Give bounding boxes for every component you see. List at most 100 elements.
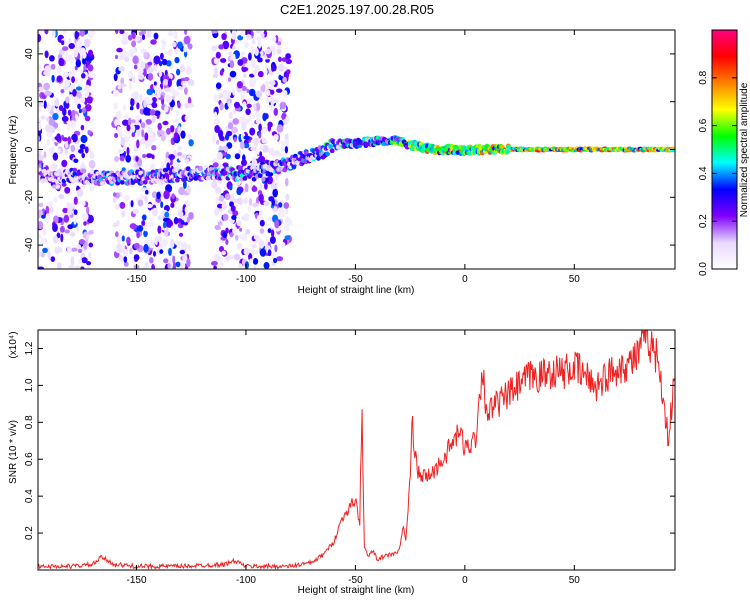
spectrogram-y-ticks: -40 -20 0 20 40	[24, 48, 675, 252]
colorbar-tick-label: 0.2	[698, 214, 709, 228]
spectrogram-noise-cell	[131, 125, 136, 133]
spectrogram-noise-cell	[279, 101, 287, 110]
spectrogram-noise-cell	[145, 189, 149, 195]
spectrogram-noise-cell	[143, 243, 149, 253]
spectrogram-noise-cell	[219, 93, 224, 99]
spectrogram-noise-cell	[274, 150, 280, 157]
spectrogram-noise-cell	[141, 34, 146, 41]
spectrogram-noise-cell	[87, 56, 94, 61]
spectrogram-noise-cell	[73, 158, 79, 163]
spectrogram-noise-cell	[225, 239, 229, 246]
x-tick-label: -100	[236, 575, 256, 586]
spectrogram-noise-cell	[173, 217, 179, 225]
spectrogram-noise-cell	[219, 102, 224, 111]
spectrogram-noise-cell	[210, 261, 218, 266]
spectrogram-noise-cell	[75, 59, 82, 68]
spectrogram-noise-cell	[144, 195, 148, 204]
spectrogram-noise-cell	[86, 96, 93, 104]
y-tick-label: 1.2	[24, 341, 35, 355]
spectrogram-noise-cell	[86, 261, 92, 266]
spectrogram-noise-cell	[272, 251, 276, 259]
spectrogram-noise-cell	[285, 178, 289, 187]
spectrogram-noise-cell	[61, 115, 69, 122]
spectrogram-noise-cell	[60, 89, 65, 94]
spectrogram-noise-cell	[231, 30, 237, 37]
spectrogram-noise-cell	[74, 265, 81, 269]
spectrogram-noise-cell	[180, 220, 185, 225]
spectrogram-ridge-cell	[142, 179, 148, 185]
spectrogram-noise-cell	[177, 145, 182, 152]
spectrogram-noise-cell	[66, 245, 72, 254]
spectrogram-ridge	[38, 135, 675, 187]
spectrogram-noise-cell	[184, 115, 189, 121]
spectrogram-noise-cell	[67, 207, 73, 216]
spectrogram-noise-cell	[137, 225, 144, 232]
spectrogram-noise-cell	[137, 73, 145, 80]
spectrogram-noise-cell	[50, 63, 56, 70]
spectrogram-noise-cell	[163, 258, 169, 264]
spectrogram-noise-cell	[243, 197, 248, 205]
spectrogram-noise-cell	[119, 201, 126, 209]
spectrogram-noise-cell	[131, 76, 136, 84]
spectrogram-ridge-cell	[242, 176, 248, 181]
spectrogram-noise-cell	[186, 216, 190, 224]
spectrogram-noise-cell	[41, 252, 45, 258]
spectrogram-noise-cell	[222, 213, 229, 221]
spectrogram-noise-cell	[182, 215, 188, 223]
spectrogram-noise-cell	[245, 229, 251, 235]
spectrogram-noise-cell	[249, 127, 256, 136]
spectrogram-noise-cell	[145, 98, 153, 105]
spectrogram-noise-cell	[159, 249, 164, 254]
spectrogram-ridge-cell	[257, 173, 263, 179]
spectrogram-noise-cell	[158, 69, 163, 77]
spectrogram-noise-cell	[170, 202, 175, 208]
spectrogram-noise-cell	[187, 103, 195, 108]
spectrogram-noise-cell	[283, 90, 288, 97]
spectrogram-noise-cell	[226, 130, 233, 137]
spectrogram-noise-cell	[76, 185, 80, 190]
spectrogram-noise-cell	[225, 90, 232, 97]
spectrogram-noise-cell	[240, 90, 245, 100]
spectrogram-noise-cell	[51, 30, 56, 39]
spectrogram-noise-cell	[78, 258, 82, 264]
spectrogram-noise-cell	[52, 223, 58, 232]
spectrogram-noise-cell	[277, 41, 282, 46]
spectrogram-noise-cell	[281, 112, 287, 121]
spectrogram-noise-cell	[238, 234, 245, 239]
spectrogram-noise-cell	[75, 86, 83, 91]
spectrogram-noise-cell	[175, 261, 181, 268]
spectrogram-ridge-cell	[329, 148, 335, 154]
spectrogram-noise-cell	[228, 51, 232, 56]
spectrogram-noise-cell	[243, 135, 250, 140]
spectrogram-noise-cell	[129, 223, 137, 230]
spectrogram-noise-cell	[213, 265, 217, 269]
spectrogram-noise-cell	[89, 151, 95, 160]
spectrogram-noise-cell	[250, 146, 257, 152]
spectrogram-noise-cell	[122, 119, 129, 126]
spectrogram-noise-cell	[272, 46, 276, 56]
spectrogram-noise-cell	[253, 265, 257, 269]
spectrogram-noise-cell	[269, 89, 275, 95]
spectrogram-noise-cell	[239, 227, 243, 232]
spectrogram-noise-cell	[79, 97, 86, 104]
spectrogram-ridge-cell	[100, 181, 105, 187]
spectrogram-noise-cell	[140, 122, 146, 129]
spectrogram-noise-cell	[252, 244, 257, 249]
spectrogram-noise-cell	[262, 145, 269, 153]
spectrogram-noise-cell	[182, 153, 187, 159]
colorbar-frame	[711, 29, 738, 270]
spectrogram-noise-cell	[232, 87, 236, 96]
spectrogram-noise-cell	[258, 123, 262, 132]
spectrogram-noise-cell	[260, 50, 264, 58]
spectrogram-noise-cell	[229, 70, 237, 78]
spectrogram-noise-cell	[258, 193, 264, 203]
spectrogram-noise-cell	[153, 81, 157, 86]
spectrogram-noise-cell	[274, 219, 280, 229]
spectrogram-noise-cell	[152, 250, 157, 257]
colorbar-tick-label: 0.4	[698, 166, 709, 180]
spectrogram-noise-cell	[236, 188, 242, 196]
spectrogram-noise-cell	[40, 115, 46, 120]
spectrogram-noise-cell	[38, 266, 45, 269]
spectrogram-noise-cell	[38, 107, 43, 113]
